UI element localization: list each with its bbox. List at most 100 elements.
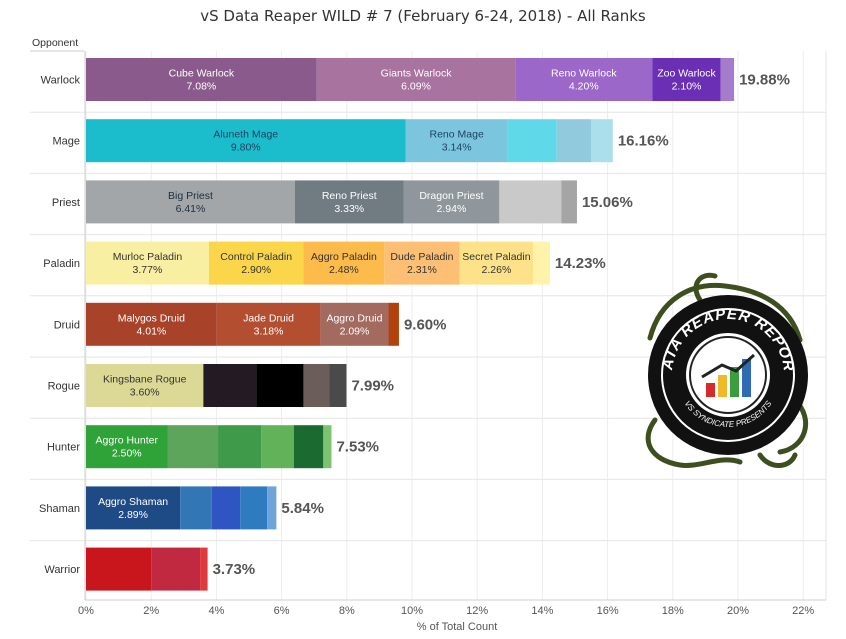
segment-value-label: 4.20% <box>569 81 599 93</box>
segment-value-label: 4.01% <box>136 325 166 337</box>
bar-total-label: 14.23% <box>555 255 606 272</box>
segment-name-label: Dragon Priest <box>419 190 483 202</box>
bar-segment <box>388 302 399 346</box>
x-tick-label: 16% <box>597 605 619 617</box>
bar-segment <box>256 364 304 407</box>
segment-value-label: 2.50% <box>112 448 142 460</box>
segment-name-label: Big Priest <box>168 190 213 202</box>
bar-segment <box>590 119 613 163</box>
x-tick-label: 0% <box>78 605 94 617</box>
segment-value-label: 2.26% <box>482 264 512 276</box>
bar-total-label: 3.73% <box>213 561 256 578</box>
logo-bar-icon <box>742 359 751 397</box>
segment-value-label: 6.09% <box>401 81 431 93</box>
segment-name-label: Reno Priest <box>322 190 377 202</box>
bar-segment <box>203 364 257 407</box>
segment-value-label: 2.09% <box>340 325 370 337</box>
category-label: Warrior <box>44 564 80 576</box>
bar-segment <box>167 425 219 469</box>
logo-vines <box>645 272 809 468</box>
segment-value-label: 9.80% <box>231 142 261 154</box>
bar-segment <box>556 119 591 163</box>
bar-segment <box>86 302 217 346</box>
segment-name-label: Jade Druid <box>243 312 294 324</box>
bar-total-label: 5.84% <box>281 500 324 517</box>
segment-name-label: Malygos Druid <box>118 312 185 324</box>
bar-segment <box>303 241 385 285</box>
category-label: Paladin <box>43 258 80 270</box>
segment-name-label: Aluneth Mage <box>213 129 278 141</box>
vine-path <box>757 452 798 468</box>
category-label: Priest <box>52 197 80 209</box>
vine-path <box>645 417 743 468</box>
bar-segment <box>208 241 304 285</box>
bar-segment <box>329 364 347 407</box>
bar-segment <box>316 58 516 101</box>
bar-segment <box>200 547 208 591</box>
logo-bar-icon <box>730 367 739 397</box>
segment-name-label: Cube Warlock <box>169 68 235 80</box>
x-tick-label: 6% <box>274 605 290 617</box>
bar-segment <box>720 58 735 101</box>
segment-value-label: 2.48% <box>329 264 359 276</box>
segment-name-label: Aggro Paladin <box>311 251 377 263</box>
segment-value-label: 7.08% <box>187 81 217 93</box>
bar-total-label: 7.99% <box>351 378 394 395</box>
x-tick-label: 20% <box>727 605 749 617</box>
segment-value-label: 3.33% <box>334 203 364 215</box>
category-label: Rogue <box>48 381 80 393</box>
logo-center-ring <box>689 336 767 414</box>
logo-trend-line <box>701 353 755 379</box>
segment-name-label: Aggro Shaman <box>98 496 168 508</box>
bar-segment <box>86 486 181 530</box>
x-tick-label: 10% <box>401 605 423 617</box>
bar-segment <box>507 119 557 163</box>
bar-row-warrior: Warrior 3.73% <box>30 540 826 591</box>
category-label: Warlock <box>41 75 81 87</box>
segment-name-label: Aggro Hunter <box>96 435 159 447</box>
x-tick-label: 2% <box>143 605 159 617</box>
vine-path <box>693 272 718 303</box>
x-tick-label: 4% <box>208 605 224 617</box>
category-label: Hunter <box>47 442 80 454</box>
bar-segment <box>86 425 168 469</box>
bar-segment <box>320 302 389 346</box>
segment-value-label: 3.14% <box>442 142 472 154</box>
bar-segment <box>323 425 332 469</box>
bar-total-label: 15.06% <box>582 194 633 211</box>
segment-value-label: 2.94% <box>437 203 467 215</box>
x-tick-label: 12% <box>466 605 488 617</box>
bar-segment <box>561 180 577 224</box>
bar-segment <box>216 302 321 346</box>
segment-name-label: Reno Mage <box>430 129 484 141</box>
segment-value-label: 2.31% <box>407 264 437 276</box>
segment-value-label: 6.41% <box>176 203 206 215</box>
bar-segment <box>499 180 562 224</box>
segment-value-label: 2.89% <box>118 509 148 521</box>
bar-segment <box>652 58 721 101</box>
bar-segment <box>86 58 317 101</box>
bar-segment <box>533 241 550 285</box>
bar-segment <box>218 425 262 469</box>
x-tick-label: 8% <box>339 605 355 617</box>
bar-segment <box>86 119 406 163</box>
segment-value-label: 3.77% <box>133 264 163 276</box>
bar-total-label: 16.16% <box>618 133 669 150</box>
bar-segment <box>211 486 241 530</box>
bar-segment <box>86 547 152 591</box>
bar-segment <box>403 180 500 224</box>
segment-name-label: Control Paladin <box>220 251 292 263</box>
segment-value-label: 2.10% <box>672 81 702 93</box>
bar-segment <box>303 364 330 407</box>
bar-segment <box>86 180 295 224</box>
category-label: Mage <box>52 136 80 148</box>
x-axis-title: % of Total Count <box>417 621 498 633</box>
bar-segment <box>267 486 277 530</box>
